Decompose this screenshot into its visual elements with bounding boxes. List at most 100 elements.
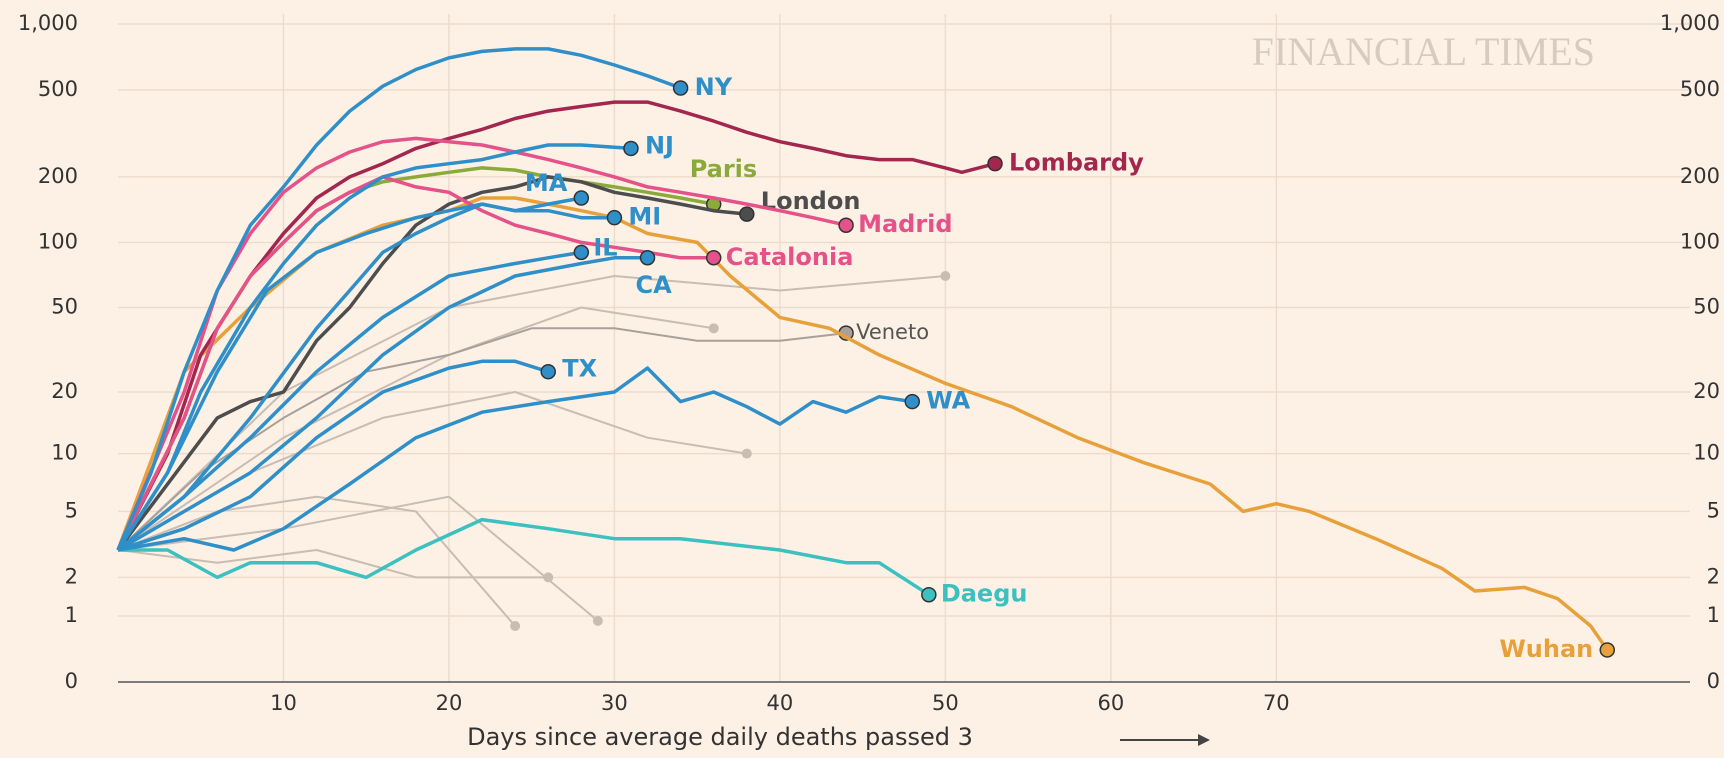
- y-tick-label: 0: [65, 669, 78, 693]
- series-line: [116, 100, 996, 551]
- series-line: [117, 275, 946, 551]
- end-dot: [672, 80, 689, 96]
- y-tick-label-right: 2: [1707, 564, 1720, 588]
- end-dot: [543, 572, 554, 583]
- end-dot: [739, 206, 755, 222]
- series: [117, 271, 951, 551]
- y-tick-label: 10: [51, 441, 78, 465]
- series: MI: [116, 202, 661, 551]
- x-axis-label: Days since average daily deaths passed 3: [467, 723, 973, 751]
- end-dot: [708, 323, 719, 334]
- series-line: [116, 136, 847, 551]
- series: [117, 495, 521, 632]
- series-label: MI: [628, 203, 661, 231]
- series-line: [117, 495, 516, 627]
- series-label: IL: [593, 233, 617, 261]
- series-line: [116, 196, 582, 552]
- y-tick-label: 5: [65, 498, 78, 522]
- series-line: [116, 250, 582, 552]
- end-dot: [540, 363, 556, 380]
- series: Daegu: [118, 517, 1028, 608]
- series-label: NJ: [645, 131, 674, 159]
- series: WA: [117, 366, 971, 552]
- end-dot: [987, 155, 1003, 172]
- series-line: [116, 175, 714, 551]
- x-arrow: [1120, 734, 1210, 746]
- end-dot: [573, 244, 590, 261]
- series: Lombardy: [116, 100, 1144, 551]
- series: MA: [116, 169, 590, 552]
- series-label: Daegu: [941, 580, 1028, 608]
- series-line: [117, 359, 549, 552]
- y-tick-label: 1,000: [18, 11, 78, 35]
- series: TX: [117, 355, 598, 552]
- series-label: TX: [562, 355, 597, 383]
- end-dot: [741, 448, 752, 459]
- series-line: [117, 495, 599, 622]
- series-label: Madrid: [858, 210, 953, 238]
- y-tick-label-right: 0: [1707, 669, 1720, 693]
- end-dot: [921, 586, 937, 603]
- y-tick-label-right: 5: [1707, 498, 1720, 522]
- y-tick-label-right: 200: [1680, 164, 1720, 188]
- y-tick-label: 20: [51, 379, 78, 403]
- series-label: Wuhan: [1499, 635, 1593, 663]
- series-label: Catalonia: [726, 243, 854, 271]
- x-tick-label: 20: [436, 691, 463, 715]
- x-tick-label: 10: [270, 691, 297, 715]
- series-line: [117, 366, 913, 552]
- series: CA: [117, 250, 673, 552]
- y-tick-label: 500: [38, 77, 78, 101]
- y-tick-label-right: 50: [1693, 295, 1720, 319]
- series: [117, 495, 603, 626]
- series-line: [116, 175, 747, 552]
- y-tick-label: 50: [51, 295, 78, 319]
- y-tick-label-right: 500: [1680, 77, 1720, 101]
- end-dot: [639, 250, 656, 266]
- x-tick-label: 50: [932, 691, 959, 715]
- y-tick-label-right: 1,000: [1660, 11, 1720, 35]
- y-tick-label-right: 10: [1693, 441, 1720, 465]
- series: NJ: [116, 131, 674, 551]
- end-dot: [606, 209, 623, 226]
- series: NY: [116, 47, 733, 551]
- x-tick-label: 40: [767, 691, 794, 715]
- series-line: [117, 256, 648, 552]
- end-dot: [705, 250, 722, 266]
- series-label: Paris: [690, 155, 758, 183]
- end-dot: [1599, 642, 1616, 658]
- end-dot: [838, 217, 854, 233]
- y-tick-label-right: 20: [1693, 379, 1720, 403]
- series-label: NY: [695, 73, 733, 101]
- series: Madrid: [116, 136, 953, 551]
- y-tick-label: 2: [65, 564, 78, 588]
- series-label: CA: [636, 271, 673, 299]
- end-dot: [904, 393, 921, 410]
- y-tick-label: 100: [38, 229, 78, 253]
- y-tick-label: 1: [65, 603, 78, 627]
- series-line: [118, 517, 930, 597]
- series: IL: [116, 233, 618, 552]
- y-tick-label-right: 1: [1707, 603, 1720, 627]
- y-tick-label-right: 100: [1680, 229, 1720, 253]
- series-label: MA: [525, 169, 568, 197]
- x-tick-label: 70: [1263, 691, 1290, 715]
- series-label: Veneto: [856, 320, 929, 344]
- end-dot: [623, 140, 639, 157]
- y-tick-label: 200: [38, 164, 78, 188]
- end-dot: [940, 271, 951, 282]
- x-tick-label: 60: [1097, 691, 1124, 715]
- series-label: Lombardy: [1009, 149, 1144, 177]
- end-dot: [573, 190, 590, 206]
- end-dot: [510, 621, 521, 632]
- series-line: [116, 202, 615, 551]
- x-tick-label: 30: [601, 691, 628, 715]
- series-line: [116, 143, 632, 551]
- series: London: [116, 175, 860, 552]
- series-line: [116, 47, 682, 551]
- series-label: WA: [926, 387, 970, 415]
- watermark: FINANCIAL TIMES: [1252, 29, 1595, 74]
- end-dot: [592, 615, 603, 626]
